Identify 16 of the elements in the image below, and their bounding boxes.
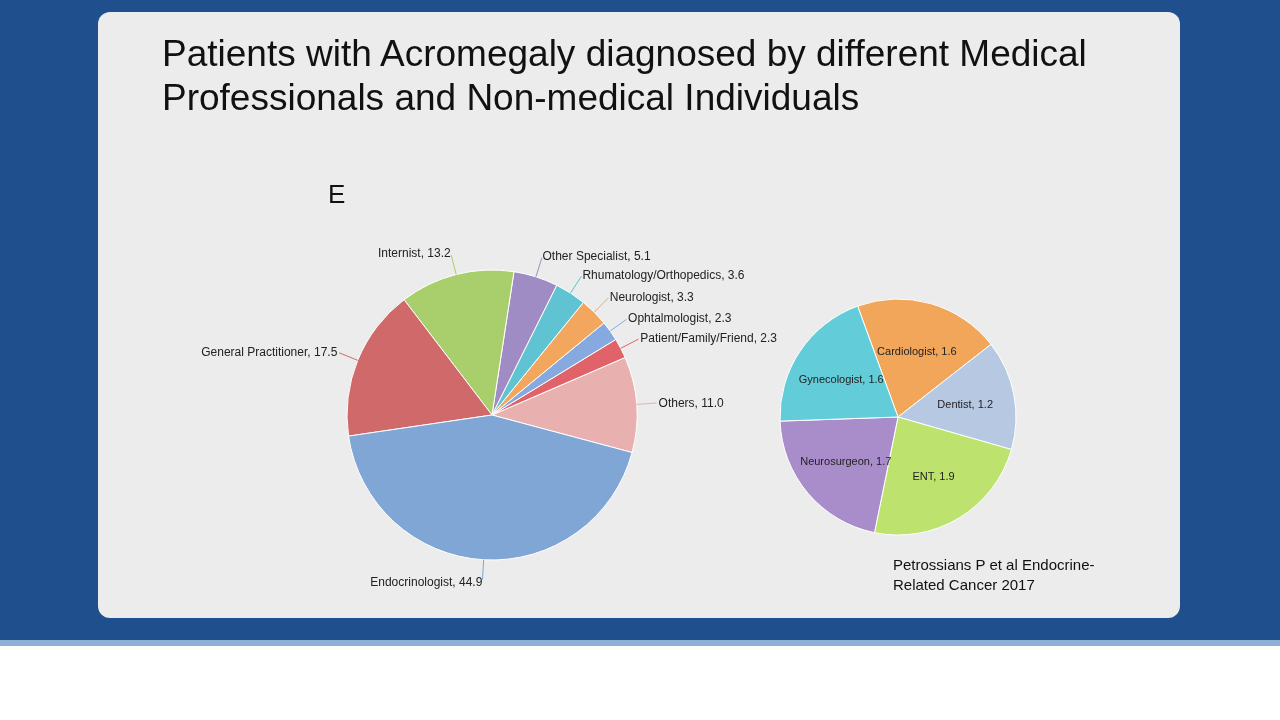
slice-label: Ophtalmologist, 2.3 xyxy=(628,311,732,326)
slice-label: Patient/Family/Friend, 2.3 xyxy=(640,331,778,346)
text: E xyxy=(328,178,347,211)
slice-label: Internist, 13.2 xyxy=(378,246,452,261)
slice-label: Others, 11.0 xyxy=(658,395,725,410)
slice-label: Neurologist, 3.3 xyxy=(609,289,695,304)
slice-label: Other Specialist, 5.1 xyxy=(542,248,651,263)
text: Petrossians P et al Endocrine-Related Cancer 2017 xyxy=(893,555,1096,594)
slice-label: General Practitioner, 17.5 xyxy=(201,345,338,360)
slice-label: Gynecologist, 1.6 xyxy=(798,372,884,385)
chart-title: Patients with Acromegaly diagnosed by different Medical Professionals and Non-medical Individuals xyxy=(162,32,1088,120)
slice-label: Endocrinologist, 44.9 xyxy=(370,574,483,589)
slice-label: Rhumatology/Orthopedics, 3.6 xyxy=(582,267,745,282)
slice-label: Cardiologist, 1.6 xyxy=(877,345,957,358)
slice-label: Dentist, 1.2 xyxy=(937,397,993,410)
slice-label: ENT, 1.9 xyxy=(912,469,955,482)
